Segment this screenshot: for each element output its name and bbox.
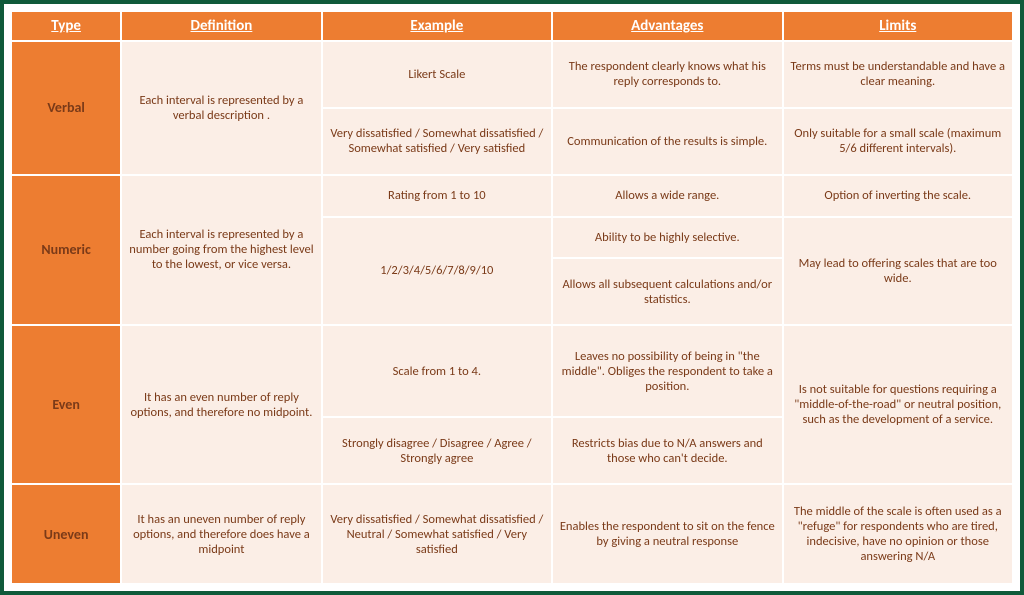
header-definition: Definition [121,11,321,41]
advantage-cell: Enables the respondent to sit on the fen… [552,484,782,584]
type-numeric: Numeric [11,175,121,325]
type-verbal: Verbal [11,41,121,175]
example-cell: 1/2/3/4/5/6/7/8/9/10 [322,217,552,326]
limit-cell: The middle of the scale is often used as… [783,484,1013,584]
definition-cell: Each interval is represented by a verbal… [121,41,321,175]
example-cell: Scale from 1 to 4. [322,325,552,417]
example-cell: Rating from 1 to 10 [322,175,552,217]
header-type: Type [11,11,121,41]
table-row: Even It has an even number of reply opti… [11,325,1013,417]
example-cell: Likert Scale [322,41,552,108]
header-example: Example [322,11,552,41]
definition-cell: Each interval is represented by a number… [121,175,321,325]
header-row: Type Definition Example Advantages Limit… [11,11,1013,41]
advantage-cell: Communication of the results is simple. [552,108,782,175]
example-cell: Very dissatisfied / Somewhat dissatisfie… [322,484,552,584]
advantage-cell: The respondent clearly knows what his re… [552,41,782,108]
advantage-cell: Allows a wide range. [552,175,782,217]
limit-cell: Option of inverting the scale. [783,175,1013,217]
limit-cell: Only suitable for a small scale (maximum… [783,108,1013,175]
advantage-cell: Allows all subsequent calculations and/o… [552,258,782,325]
type-even: Even [11,325,121,484]
type-uneven: Uneven [11,484,121,584]
header-limits: Limits [783,11,1013,41]
example-cell: Very dissatisfied / Somewhat dissatisfie… [322,108,552,175]
advantage-cell: Restricts bias due to N/A answers and th… [552,417,782,484]
header-advantages: Advantages [552,11,782,41]
definition-cell: It has an uneven number of reply options… [121,484,321,584]
limit-cell: May lead to offering scales that are too… [783,217,1013,326]
definition-cell: It has an even number of reply options, … [121,325,321,484]
advantage-cell: Leaves no possibility of being in "the m… [552,325,782,417]
advantage-cell: Ability to be highly selective. [552,217,782,259]
limit-cell: Is not suitable for questions requiring … [783,325,1013,484]
table-row: Verbal Each interval is represented by a… [11,41,1013,108]
example-cell: Strongly disagree / Disagree / Agree / S… [322,417,552,484]
scale-types-table: Type Definition Example Advantages Limit… [10,10,1014,585]
table-container: Type Definition Example Advantages Limit… [0,0,1024,595]
table-row: Numeric Each interval is represented by … [11,175,1013,217]
table-row: Uneven It has an uneven number of reply … [11,484,1013,584]
limit-cell: Terms must be understandable and have a … [783,41,1013,108]
